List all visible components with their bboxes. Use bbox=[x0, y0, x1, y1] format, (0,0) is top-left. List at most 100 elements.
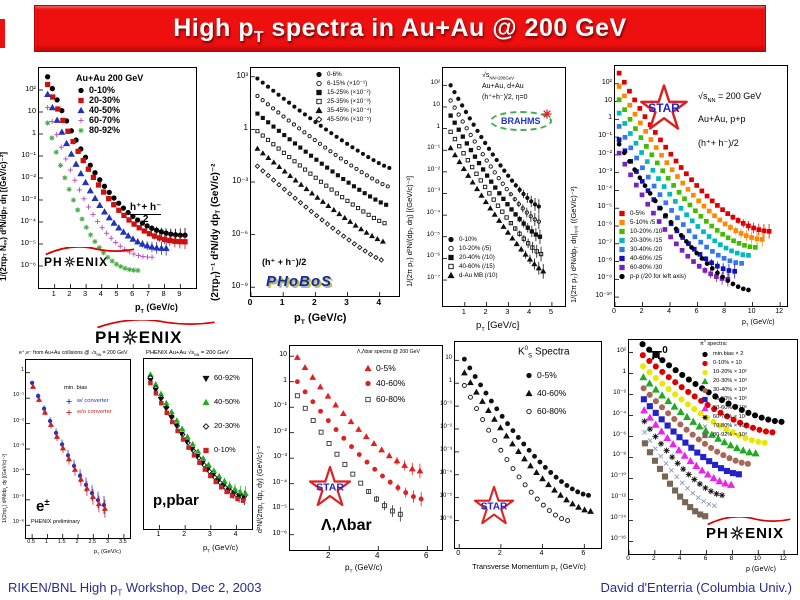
series-0-10% bbox=[448, 83, 542, 214]
legend-entry: 10-20% /10 bbox=[617, 227, 686, 236]
y-axis-label: (2πpT)⁻¹ d²N/dy dpT (GeV/c)⁻² bbox=[210, 163, 222, 301]
data-point bbox=[483, 390, 489, 396]
data-point bbox=[726, 268, 732, 273]
particle-label: π0 bbox=[650, 345, 668, 364]
x-axis-label: pT (GeV/c) bbox=[345, 563, 383, 575]
data-point bbox=[363, 229, 370, 235]
data-point bbox=[496, 217, 503, 223]
data-point bbox=[651, 183, 657, 189]
data-point bbox=[108, 235, 114, 241]
data-point bbox=[517, 187, 522, 192]
data-point bbox=[349, 163, 354, 168]
data-point bbox=[761, 439, 768, 446]
data-point bbox=[362, 191, 367, 196]
data-point bbox=[703, 219, 709, 224]
data-point bbox=[202, 467, 208, 472]
data-point bbox=[483, 140, 488, 146]
data-point bbox=[333, 427, 339, 433]
data-point bbox=[736, 432, 743, 439]
legend-marker-icon bbox=[702, 361, 708, 367]
data-point bbox=[731, 238, 736, 244]
data-point bbox=[723, 426, 730, 433]
legend-label: 6-15% (×10⁻¹) bbox=[327, 80, 368, 87]
data-point bbox=[672, 487, 679, 494]
data-point bbox=[255, 76, 260, 81]
data-point bbox=[720, 438, 729, 446]
data-point bbox=[505, 421, 511, 427]
data-point bbox=[116, 207, 122, 213]
x-tick-label: 0 bbox=[456, 550, 461, 557]
data-point bbox=[281, 114, 286, 119]
data-point bbox=[486, 146, 492, 151]
data-point bbox=[710, 418, 717, 425]
legend-marker-icon bbox=[526, 408, 532, 415]
series-70-80% ×10⁸ bbox=[642, 429, 717, 509]
legend: 0-5% 40-60% 60-80% bbox=[363, 361, 405, 407]
data-point bbox=[709, 260, 714, 266]
data-point bbox=[53, 149, 59, 155]
data-point bbox=[754, 236, 760, 242]
data-point bbox=[298, 145, 303, 150]
fraction-numerator: h⁺+ h⁻ bbox=[130, 202, 162, 213]
data-point bbox=[528, 214, 533, 219]
y-tick-label: 10 bbox=[279, 351, 287, 359]
data-point bbox=[403, 490, 409, 496]
data-point bbox=[715, 477, 724, 485]
series-0-6% bbox=[255, 76, 392, 171]
data-point bbox=[92, 238, 98, 245]
data-point bbox=[342, 462, 348, 467]
y-tick-label: 10 bbox=[604, 96, 612, 104]
plot-title: PHENIX Au+Au √sNN = 200 GeV bbox=[146, 350, 229, 358]
legend-marker-icon bbox=[316, 89, 322, 96]
data-point bbox=[140, 253, 146, 260]
data-point bbox=[740, 221, 746, 226]
data-point bbox=[619, 246, 625, 253]
legend-entry: 40-50% bbox=[76, 105, 143, 115]
data-point bbox=[684, 171, 689, 177]
data-point bbox=[491, 415, 498, 422]
data-point bbox=[202, 398, 210, 405]
data-point bbox=[658, 205, 663, 211]
data-point bbox=[497, 191, 502, 196]
data-point bbox=[755, 438, 762, 445]
series-10-20% ×10² bbox=[640, 363, 768, 446]
data-point bbox=[640, 396, 647, 403]
data-point bbox=[526, 408, 532, 415]
legend-marker-icon bbox=[702, 424, 708, 430]
data-point bbox=[456, 127, 461, 132]
phenix-sunburst-icon bbox=[64, 256, 75, 268]
data-point bbox=[493, 185, 498, 190]
legend-marker-icon bbox=[78, 127, 84, 133]
legend-entry: 40-60% /25 bbox=[617, 254, 686, 263]
data-point bbox=[202, 422, 210, 430]
legend-marker-icon bbox=[78, 87, 84, 93]
legend-entry: w/ converter bbox=[64, 396, 112, 407]
data-point bbox=[504, 215, 509, 220]
phenix-logo: PH ENIX bbox=[706, 517, 792, 541]
data-point bbox=[474, 171, 479, 176]
data-point bbox=[651, 420, 660, 428]
series-6-15% bbox=[255, 94, 390, 189]
data-point bbox=[350, 471, 356, 477]
data-point bbox=[129, 235, 137, 242]
data-point bbox=[78, 127, 84, 133]
legend-entry: 25-35% (×10⁻³) bbox=[314, 97, 371, 106]
data-point bbox=[364, 459, 370, 465]
data-point bbox=[664, 396, 673, 405]
data-point bbox=[135, 252, 142, 259]
data-point bbox=[119, 228, 128, 235]
x-tick-label: 6 bbox=[424, 551, 429, 560]
y-axis-ticks: 10² 1 10⁻² 10⁻⁴ 10⁻⁶ 10⁻⁸ 10⁻¹⁰ 10⁻¹² 10⁻¹⁴ 10⁻¹⁶ bbox=[606, 339, 626, 553]
x-axis-label: pT [GeV/c] bbox=[476, 320, 520, 333]
data-point bbox=[665, 374, 672, 381]
data-point bbox=[91, 194, 99, 201]
y-tick-label: 10⁻² bbox=[613, 388, 626, 396]
data-point bbox=[537, 459, 543, 465]
y-axis-ticks: 10² 10 1 10⁻¹ 10⁻² 10⁻³ 10⁻⁴ 10⁻⁵ 10⁻⁶ 10⁻⁷ 10⁻⁸ 10… bbox=[590, 65, 612, 305]
x-tick-label: 6 bbox=[703, 555, 708, 562]
data-point bbox=[148, 243, 156, 250]
data-point bbox=[702, 370, 708, 376]
data-point bbox=[54, 97, 60, 103]
data-point bbox=[670, 428, 677, 435]
data-point bbox=[656, 176, 661, 181]
